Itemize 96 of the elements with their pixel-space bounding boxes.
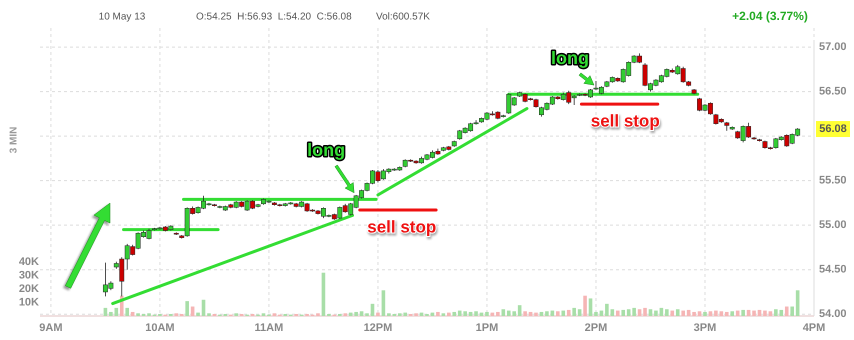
y2-tick-label: 20K [18,282,40,295]
bar [665,309,669,316]
bar [387,313,391,316]
bar [496,312,500,316]
text: O:54.25 H:56.93 L:54.20 C:56.08 [196,12,352,23]
annotation: sell stop [367,218,436,237]
bar [322,272,326,316]
bar [436,312,440,316]
y-tick-label: 57.00 [819,41,847,54]
bar [136,313,140,316]
bar [686,310,690,316]
bar [583,296,587,316]
annotation: long [550,48,589,68]
y-tick-label: 54.00 [819,308,847,320]
bar [468,312,472,316]
bar [621,310,626,316]
bar [561,310,566,316]
bar [736,310,740,316]
x-tick-label: 11AM [254,322,284,334]
bar [190,306,194,316]
bar [512,311,516,316]
bar [724,312,729,316]
annotation: sell stop [590,112,660,131]
y-tick-label: 55.50 [819,174,847,187]
y2-tick-label: 10K [18,296,40,308]
text: 10 May 13 [98,12,146,23]
bar [730,311,734,316]
bar [714,310,718,316]
y-tick-label: 56.50 [819,86,847,98]
bar [442,313,446,316]
bar [626,309,630,316]
bar [452,312,456,316]
bar [502,309,506,316]
bar [114,308,118,316]
bar [616,310,620,316]
bar [660,308,664,316]
bar [681,310,685,316]
bar [670,310,674,316]
bar [676,309,680,316]
x-tick-label: 3PM [694,322,716,334]
bar [174,313,178,316]
bar [348,312,352,316]
x-tick-label: 1PM [476,322,498,334]
bar [343,313,348,316]
text: Vol:600.57K [376,12,430,23]
bar [354,312,358,316]
bar [463,311,467,316]
y-tick-label: 54.50 [819,264,847,276]
bar [104,308,108,316]
bar [403,312,407,316]
bar [774,309,778,316]
bar [632,308,636,316]
bar [720,311,724,316]
bar [784,306,789,316]
x-tick-label: 2PM [584,322,608,334]
bar [708,311,712,316]
bar [376,312,380,316]
bar [703,312,707,316]
bar [518,305,522,316]
bar [506,310,511,316]
bar [234,313,238,316]
bar [566,310,571,316]
bar [556,311,560,316]
bar [779,310,784,316]
bar [790,306,794,316]
bar [398,313,402,316]
bar [605,304,609,316]
x-tick-label: 10AM [145,322,175,334]
bar [741,310,745,316]
bar [130,312,134,316]
bar [550,310,554,316]
x-tick-label: 4PM [802,322,826,334]
bar [796,290,800,316]
bar [382,290,386,316]
y2-tick-label: 40K [18,256,40,268]
bar [414,313,418,316]
bar [572,308,576,316]
annotation: 56.08 [819,122,847,135]
text: +2.04 (3.77%) [732,9,808,24]
annotation: long [307,140,346,160]
y-tick-label: 55.00 [819,219,847,232]
bar [578,309,582,316]
bar [272,313,276,316]
bar [109,312,113,316]
x-tick-label: 12PM [364,322,392,334]
bar [523,311,527,316]
text: 3 MIN [8,126,20,154]
bar [610,309,614,316]
bar [490,312,494,316]
y2-tick-label: 30K [18,269,40,282]
bar [458,310,462,316]
bar [125,308,130,316]
x-tick-label: 9AM [39,322,63,334]
bar [768,311,772,316]
bar [447,312,451,316]
bar [185,301,189,316]
